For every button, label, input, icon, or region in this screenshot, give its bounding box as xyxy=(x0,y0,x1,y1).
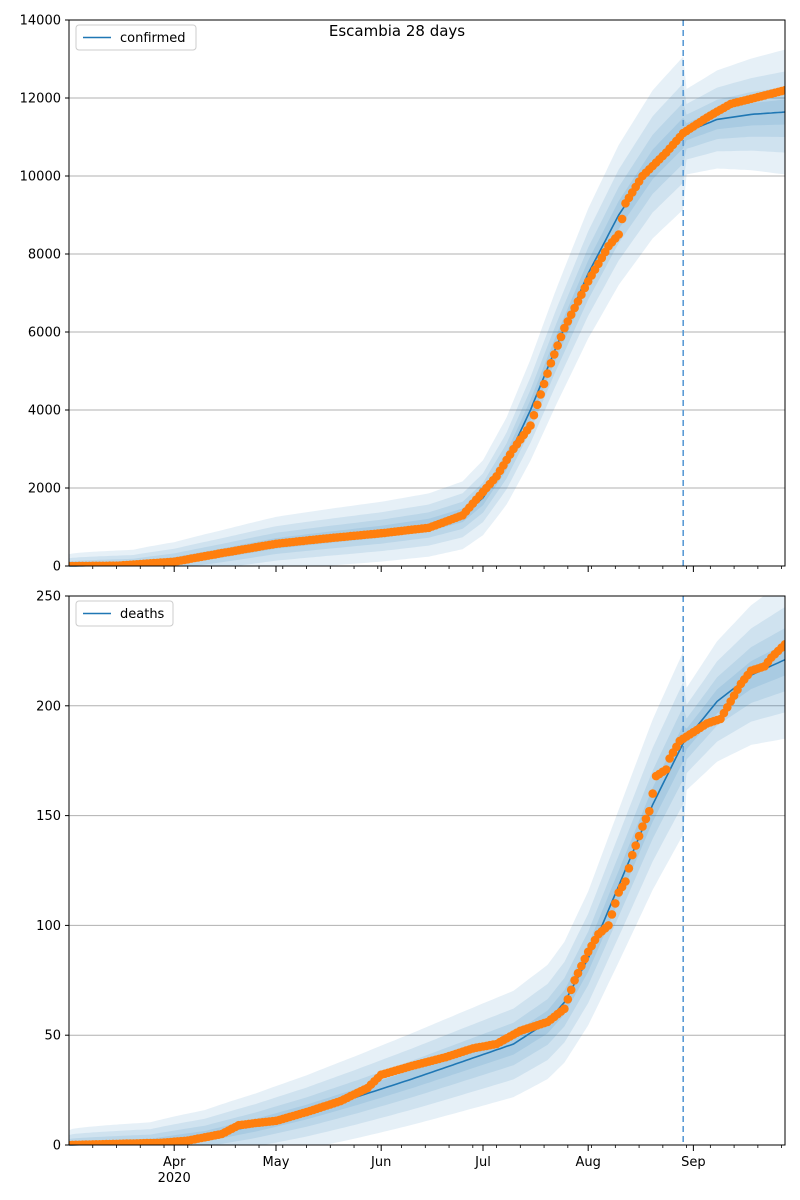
data-point xyxy=(560,323,569,333)
chart-title: Escambia 28 days xyxy=(329,22,465,40)
legend: confirmed xyxy=(75,24,197,51)
y-tick-label: 100 xyxy=(36,919,61,934)
data-point xyxy=(631,841,640,850)
uncertainty-band xyxy=(69,87,785,566)
y-tick-label: 200 xyxy=(36,699,61,714)
y-tick-label: 12000 xyxy=(20,92,61,107)
x-tick-label: Apr xyxy=(163,1155,186,1170)
y-tick-label: 8000 xyxy=(28,248,61,263)
x-tick-label: Jun xyxy=(370,1155,391,1170)
y-tick-label: 10000 xyxy=(20,170,61,185)
data-point xyxy=(621,877,630,886)
y-tick-label: 6000 xyxy=(28,326,61,341)
y-tick-label: 14000 xyxy=(20,14,61,29)
data-point xyxy=(577,961,586,971)
y-tick-label: 250 xyxy=(36,590,61,605)
data-point xyxy=(607,910,617,919)
panel-confirmed: 0 2000 4000 6000 8000 10000 12000 14000 Escambia… xyxy=(20,14,786,575)
data-point xyxy=(539,379,549,389)
data-point xyxy=(526,421,535,430)
observed-points xyxy=(69,640,785,1145)
data-point xyxy=(780,640,785,649)
data-point xyxy=(614,230,623,239)
legend-box xyxy=(75,24,197,51)
data-point xyxy=(634,831,644,841)
legend-label: confirmed xyxy=(120,31,186,46)
data-point xyxy=(566,985,576,995)
data-point xyxy=(580,283,590,293)
data-point xyxy=(550,350,559,359)
data-point xyxy=(617,214,627,224)
grid xyxy=(69,705,785,1036)
data-point xyxy=(533,400,542,410)
axes-frame xyxy=(68,19,786,567)
data-point xyxy=(553,341,562,350)
data-point xyxy=(611,899,620,908)
data-point xyxy=(563,317,573,326)
uncertainty-band xyxy=(69,596,785,1145)
data-point xyxy=(604,921,613,930)
data-point xyxy=(573,297,583,306)
data-point xyxy=(645,806,654,816)
data-point xyxy=(641,814,651,824)
y-tick-label: 2000 xyxy=(28,482,61,497)
x-tick-label: Aug xyxy=(575,1155,600,1170)
data-point xyxy=(648,789,657,798)
x-tick-label: May xyxy=(263,1155,290,1170)
data-point xyxy=(624,864,634,873)
data-point xyxy=(536,390,545,399)
axes-frame xyxy=(68,595,786,1146)
data-point xyxy=(580,954,590,964)
data-point xyxy=(638,822,647,831)
y-tick-label: 0 xyxy=(53,1139,61,1154)
data-point xyxy=(570,976,579,985)
data-point xyxy=(780,85,785,95)
data-point xyxy=(560,1004,569,1014)
data-point xyxy=(661,765,671,774)
legend-box xyxy=(75,600,174,627)
x-tick-label: Jul xyxy=(474,1155,491,1170)
grid xyxy=(69,97,785,489)
y-tick-label: 0 xyxy=(53,560,61,575)
uncertainty-bands xyxy=(69,49,785,566)
data-point xyxy=(628,850,637,860)
y-tick-label: 4000 xyxy=(28,404,61,419)
data-point xyxy=(573,968,583,978)
x-tick-label: Sep xyxy=(681,1155,706,1170)
data-point xyxy=(529,410,539,420)
uncertainty-band xyxy=(69,607,785,1145)
data-point xyxy=(566,310,576,320)
legend: deaths xyxy=(75,600,174,627)
data-point xyxy=(563,995,573,1004)
data-point xyxy=(543,369,552,378)
y-tick-label: 150 xyxy=(36,809,61,824)
x-tick-sublabel: 2020 xyxy=(158,1171,191,1186)
legend-label: deaths xyxy=(120,607,165,622)
uncertainty-band xyxy=(69,49,785,566)
data-point xyxy=(577,290,586,300)
observed-points xyxy=(69,85,785,566)
uncertainty-bands xyxy=(69,596,785,1145)
data-point xyxy=(546,358,556,368)
y-tick-label: 50 xyxy=(44,1029,61,1044)
data-point xyxy=(556,332,566,342)
data-point xyxy=(570,303,579,313)
